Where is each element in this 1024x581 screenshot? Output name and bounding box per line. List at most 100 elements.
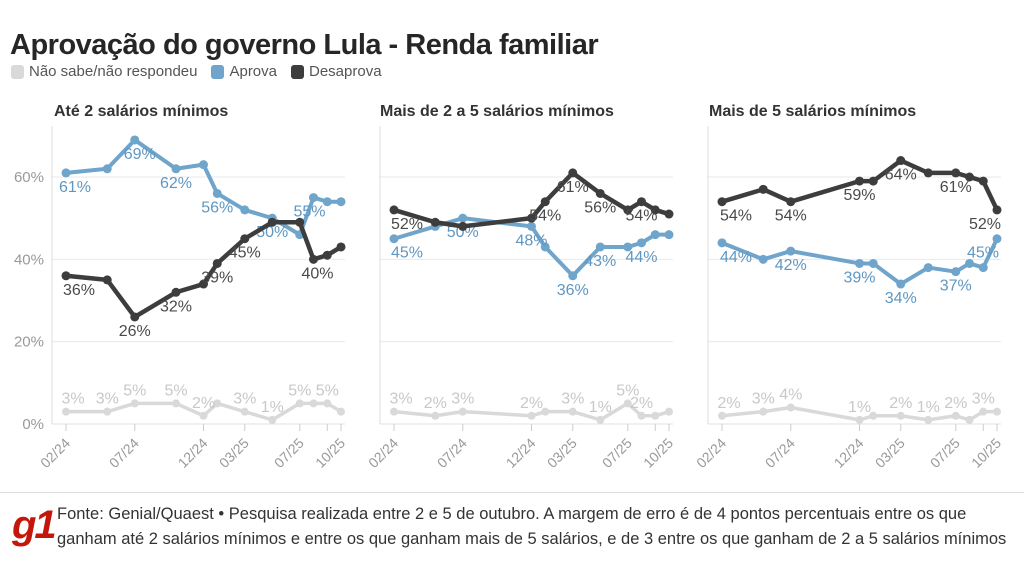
series-desaprova: 52% 54% 61% 56% 54% <box>389 168 674 233</box>
page-title: Aprovação do governo Lula - Renda famili… <box>10 29 599 62</box>
data-point <box>637 197 646 207</box>
footer: g1 Fonte: Genial/Quaest • Pesquisa reali… <box>0 492 1024 581</box>
data-point <box>965 258 974 268</box>
data-point <box>323 399 332 408</box>
data-label: 61% <box>59 179 91 196</box>
x-tick-label: 10/25 <box>640 435 676 471</box>
data-point <box>102 164 112 174</box>
data-point <box>596 415 605 424</box>
data-point <box>540 197 550 207</box>
data-point <box>923 263 933 273</box>
y-tick-label: 20% <box>14 334 44 351</box>
data-point <box>103 407 112 416</box>
data-label: 2% <box>889 395 912 412</box>
data-point <box>759 407 768 416</box>
panel-2: 02/24 07/24 12/24 03/25 07/25 10/253% 2% 3% 2% 3%… <box>365 126 676 471</box>
data-label: 50% <box>447 224 479 241</box>
data-label: 3% <box>96 391 119 408</box>
data-point <box>295 399 304 408</box>
data-label: 32% <box>160 298 192 315</box>
panel-title-2-a-5-salarios: Mais de 2 a 5 salários mínimos <box>380 103 614 120</box>
data-point <box>309 193 318 203</box>
data-point <box>623 242 633 252</box>
data-point <box>295 217 305 227</box>
data-label: 2% <box>424 395 447 412</box>
source-note: Fonte: Genial/Quaest • Pesquisa realizad… <box>57 505 1007 548</box>
data-label: 2% <box>717 395 740 412</box>
data-point <box>718 411 726 420</box>
data-label: 2% <box>520 395 543 412</box>
data-point <box>130 312 140 322</box>
data-label: 54% <box>625 208 657 225</box>
x-tick-label: 07/25 <box>271 435 307 471</box>
series-n-o-sabe-n-o-respondeu: 3% 3% 5% 5%2% 3% 1%5% 5% <box>61 382 345 424</box>
x-tick-label: 07/24 <box>434 435 470 471</box>
x-tick-label: 07/25 <box>599 435 635 471</box>
data-point <box>650 230 660 240</box>
legend-item-aprova: Aprova <box>211 63 277 80</box>
x-tick-label: 02/24 <box>693 435 729 471</box>
x-tick-label: 12/24 <box>503 435 539 471</box>
data-point <box>527 213 536 223</box>
data-label: 40% <box>301 265 333 282</box>
data-label: 5% <box>123 382 146 399</box>
data-label: 61% <box>557 179 589 196</box>
data-label: 5% <box>316 382 339 399</box>
data-label: 2% <box>192 395 215 412</box>
data-point <box>458 213 468 223</box>
data-point <box>786 246 796 256</box>
y-tick-label: 0% <box>22 416 44 433</box>
series-aprova: 44% 42% 39% 34% 37% 45% <box>717 234 1002 307</box>
data-point <box>541 407 550 416</box>
data-point <box>965 415 974 424</box>
data-label: 3% <box>389 391 412 408</box>
data-point <box>389 234 399 244</box>
data-point <box>868 176 878 186</box>
data-point <box>896 156 906 166</box>
data-label: 54% <box>720 208 752 225</box>
data-label: 62% <box>160 175 192 192</box>
data-point <box>431 411 440 420</box>
data-label: 3% <box>61 391 84 408</box>
data-point <box>868 258 878 268</box>
data-point <box>458 221 468 231</box>
data-label: 26% <box>119 323 151 340</box>
data-label: 56% <box>201 199 233 216</box>
data-point <box>309 254 318 264</box>
data-point <box>993 407 1001 416</box>
data-point <box>458 407 467 416</box>
y-tick-label: 40% <box>14 251 44 268</box>
data-label: 36% <box>63 282 95 299</box>
data-label: 1% <box>589 399 612 416</box>
data-label: 2% <box>944 395 967 412</box>
x-tick-label: 10/25 <box>968 435 1004 471</box>
data-point <box>130 135 140 145</box>
x-tick-label: 03/25 <box>544 435 580 471</box>
data-label: 3% <box>752 391 775 408</box>
aprova-swatch-icon <box>211 64 225 79</box>
data-point <box>855 415 864 424</box>
data-label: 55% <box>293 204 325 221</box>
x-tick-label: 10/25 <box>312 435 348 471</box>
data-point <box>665 407 673 416</box>
data-point <box>568 271 578 281</box>
data-point <box>240 205 250 215</box>
data-label: 34% <box>885 290 917 307</box>
legend: Não sabe/não respondeu Aprova Desaprova <box>11 63 382 80</box>
legend-label-aprova: Aprova <box>229 63 277 80</box>
data-point <box>61 271 71 281</box>
panel-title-mais-5-salarios: Mais de 5 salários mínimos <box>709 103 917 120</box>
data-label: 3% <box>561 391 584 408</box>
data-label: 3% <box>233 391 256 408</box>
data-point <box>595 188 605 198</box>
data-point <box>240 407 249 416</box>
data-label: 44% <box>720 249 752 266</box>
data-point <box>213 399 222 408</box>
x-tick-label: 07/24 <box>762 435 798 471</box>
data-point <box>650 205 660 215</box>
series-desaprova: 54% 54% 59% 64% 61% 52% <box>717 156 1002 233</box>
data-point <box>62 407 70 416</box>
data-point <box>855 176 864 186</box>
x-tick-label: 03/25 <box>872 435 908 471</box>
data-label: 3% <box>451 391 474 408</box>
